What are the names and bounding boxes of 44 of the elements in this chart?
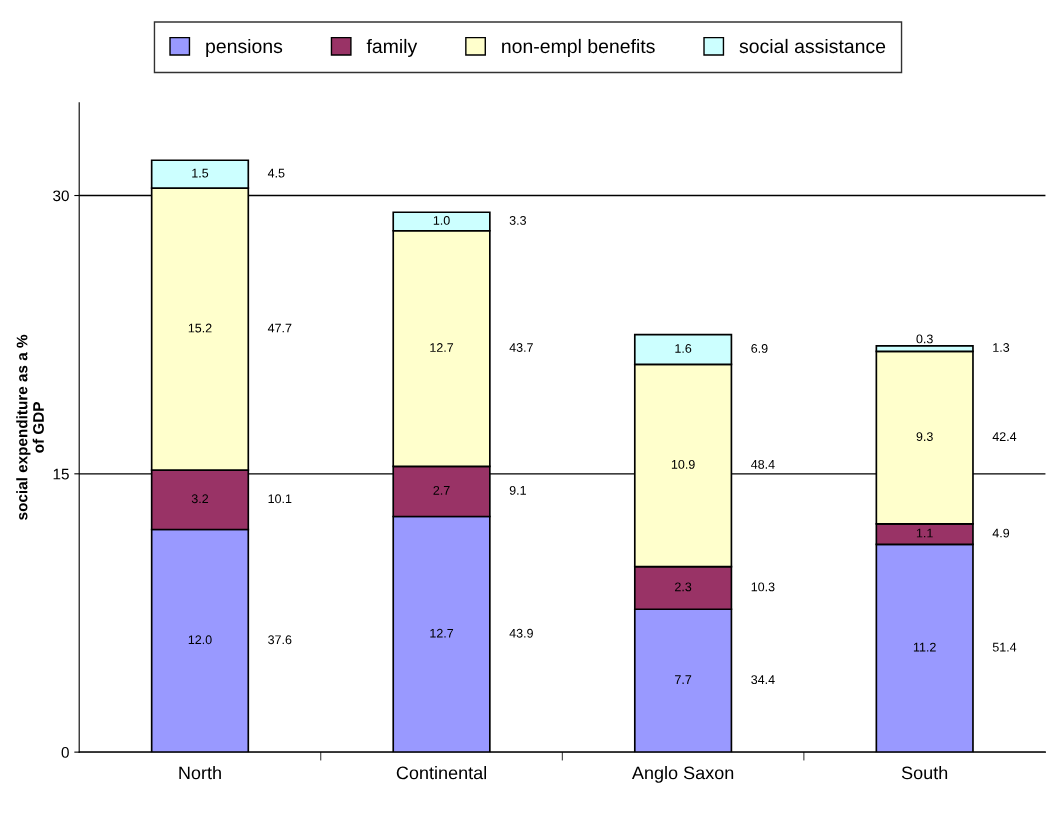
annotation: 1.3 — [993, 343, 1010, 352]
data-label: 11.2 — [913, 642, 936, 652]
data-label: 0.3 — [916, 334, 933, 344]
data-label: 15.2 — [188, 323, 212, 333]
x-tick-label: Continental — [396, 766, 487, 780]
annotation: 47.7 — [267, 323, 292, 333]
data-label: 1.0 — [433, 216, 450, 225]
data-label: 10.9 — [671, 459, 695, 469]
legend-label: pensions — [206, 38, 283, 57]
annotation: 10.3 — [751, 582, 775, 592]
data-label: 1.5 — [192, 168, 209, 178]
legend-label: social assistance — [739, 38, 886, 54]
x-tick-label: North — [179, 766, 221, 780]
annotation: 9.1 — [509, 485, 526, 495]
y-tick-label: 30 — [53, 190, 69, 202]
data-label: 3.2 — [191, 494, 209, 504]
annotation: 42.4 — [992, 432, 1017, 441]
data-label: 12.7 — [430, 628, 454, 638]
x-tick-label: South — [901, 766, 948, 780]
data-label: 2.3 — [675, 582, 692, 592]
data-label: 1.6 — [675, 344, 692, 353]
y-tick-label: 15 — [53, 468, 69, 480]
data-label: 2.7 — [433, 485, 450, 495]
legend-label: non-empl benefits — [502, 38, 655, 57]
annotation: 3.3 — [509, 216, 526, 225]
annotation: 43.7 — [509, 343, 533, 352]
annotation: 51.4 — [992, 642, 1017, 652]
data-label: 9.3 — [916, 432, 933, 441]
annotation: 37.6 — [268, 635, 292, 645]
annotation: 34.4 — [751, 675, 775, 685]
data-label: 1.1 — [916, 528, 933, 538]
annotation: 48.4 — [751, 459, 775, 469]
x-tick-label: Anglo Saxon — [631, 766, 734, 783]
legend-label: family — [366, 38, 418, 57]
data-label: 7.7 — [675, 675, 692, 684]
y-axis-title: social expenditure as a % of GDP — [16, 334, 44, 520]
annotation: 6.9 — [751, 344, 768, 353]
annotation: 4.5 — [267, 168, 285, 178]
annotation: 43.9 — [509, 628, 533, 638]
data-label: 12.7 — [430, 343, 454, 352]
data-label: 12.0 — [188, 635, 212, 645]
annotation: 10.1 — [268, 494, 292, 504]
y-tick-label: 0 — [61, 747, 69, 758]
annotation: 4.9 — [992, 528, 1010, 538]
